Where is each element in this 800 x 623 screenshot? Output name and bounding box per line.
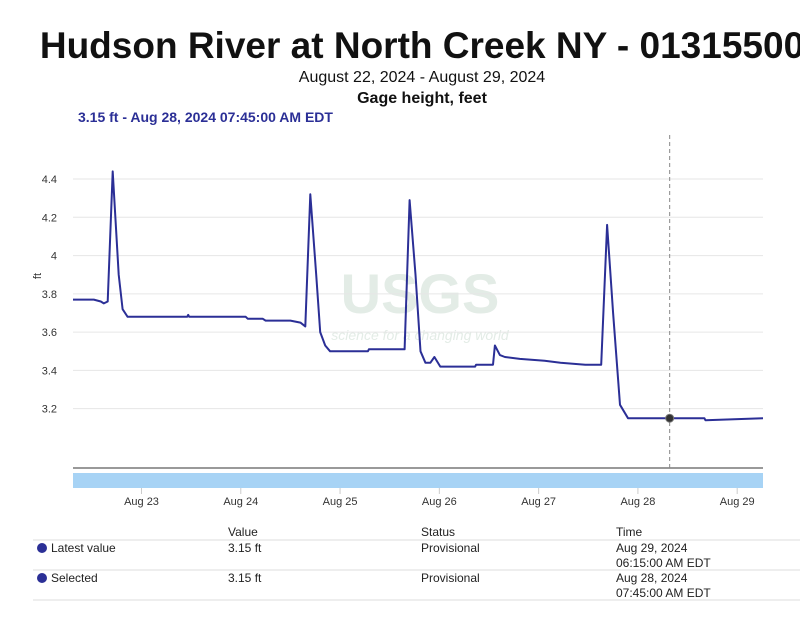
row-time: 07:45:00 AM EDT (616, 586, 711, 600)
watermark-tagline: science for a changing world (331, 327, 510, 343)
subtitle: August 22, 2024 - August 29, 2024 (299, 69, 546, 86)
row-label: Selected (51, 571, 98, 585)
x-tick-label: Aug 29 (720, 496, 755, 508)
table-header: Value (228, 525, 258, 539)
y-tick-label: 3.2 (42, 404, 57, 416)
legend-dot (37, 543, 47, 553)
series-line (73, 170, 764, 422)
chart-title: Hudson River at North Creek NY - 0131550… (40, 25, 800, 66)
row-time: 06:15:00 AM EDT (616, 556, 711, 570)
x-tick-label: Aug 26 (422, 496, 457, 508)
row-time: Aug 28, 2024 (616, 571, 688, 585)
x-tick-label: Aug 28 (620, 496, 655, 508)
selected-point (665, 413, 675, 423)
x-tick-label: Aug 23 (124, 496, 159, 508)
navigator[interactable] (73, 473, 763, 488)
table-header: Status (421, 525, 455, 539)
y-tick-label: 4 (51, 251, 57, 263)
series-title: Gage height, feet (357, 90, 487, 107)
x-tick-label: Aug 27 (521, 496, 556, 508)
y-tick-label: 4.2 (42, 212, 57, 224)
x-tick-label: Aug 24 (223, 496, 258, 508)
row-label: Latest value (51, 541, 116, 555)
tooltip: 3.15 ft - Aug 28, 2024 07:45:00 AM EDT (78, 109, 333, 125)
legend-dot (37, 573, 47, 583)
y-tick-label: 3.4 (42, 365, 57, 377)
row-value: 3.15 ft (228, 571, 262, 585)
row-status: Provisional (421, 541, 480, 555)
y-tick-label: 3.8 (42, 289, 57, 301)
x-tick-label: Aug 25 (323, 496, 358, 508)
row-time: Aug 29, 2024 (616, 541, 688, 555)
y-tick-label: 4.4 (42, 174, 57, 186)
table-header: Time (616, 525, 643, 539)
row-value: 3.15 ft (228, 541, 262, 555)
row-status: Provisional (421, 571, 480, 585)
y-tick-label: 3.6 (42, 327, 57, 339)
y-axis-label: ft (32, 273, 44, 279)
